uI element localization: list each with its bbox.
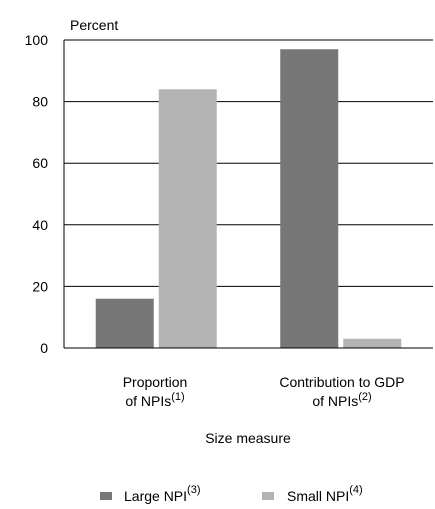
y-axis-label: Percent — [70, 17, 118, 33]
y-tick-labels: 0 20 40 60 80 100 — [25, 32, 49, 356]
legend-label-large-npi: Large NPI(3) — [124, 484, 201, 504]
category-label-1-note: (1) — [171, 391, 184, 403]
legend-label-large-npi-text: Large NPI — [124, 488, 187, 504]
x-category-labels: Proportion of NPIs(1) Contribution to GD… — [123, 374, 405, 409]
gridlines — [64, 39, 433, 287]
bar-large-npi-1 — [95, 298, 154, 348]
category-label-2-line1: Contribution to GDP — [279, 374, 404, 390]
y-tick-label: 100 — [25, 32, 49, 48]
legend-label-small-npi-note: (4) — [349, 484, 362, 496]
y-tick-label: 40 — [32, 217, 48, 233]
legend-label-large-npi-note: (3) — [187, 484, 200, 496]
legend-swatch-small-npi — [262, 492, 274, 500]
category-label-1-text: of NPIs — [125, 393, 171, 409]
legend-swatch-large-npi — [100, 492, 112, 500]
legend-label-small-npi-text: Small NPI — [287, 488, 349, 504]
y-tick-label: 60 — [32, 155, 48, 171]
bar-small-npi-2 — [343, 338, 402, 348]
category-label-2-line2: of NPIs(2) — [312, 391, 371, 409]
category-label-1-line2: of NPIs(1) — [125, 391, 184, 409]
axes — [63, 40, 433, 349]
y-tick-label: 0 — [40, 340, 48, 356]
y-tick-label: 20 — [32, 278, 48, 294]
category-label-2-text: of NPIs — [312, 393, 358, 409]
bars — [95, 49, 402, 349]
bar-small-npi-1 — [158, 89, 217, 348]
category-label-2-note: (2) — [358, 391, 371, 403]
bar-large-npi-2 — [280, 49, 339, 349]
category-label-1-line1: Proportion — [123, 374, 188, 390]
legend: Large NPI(3) Small NPI(4) — [100, 484, 363, 504]
x-axis-label: Size measure — [205, 430, 291, 446]
legend-label-small-npi: Small NPI(4) — [287, 484, 363, 504]
y-tick-label: 80 — [32, 94, 48, 110]
